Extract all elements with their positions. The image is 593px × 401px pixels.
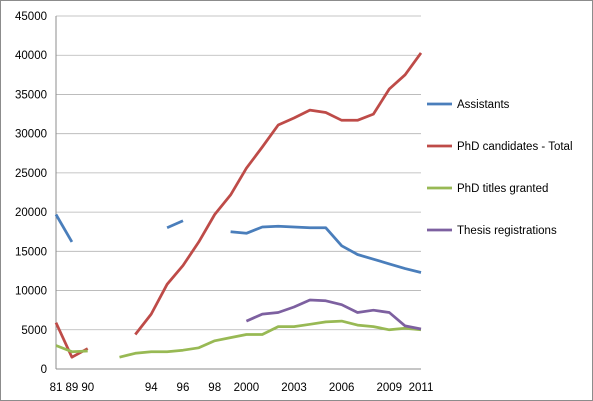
series-line-segment bbox=[166, 219, 184, 230]
series-assistants bbox=[54, 213, 422, 274]
x-tick-label: 2000 bbox=[234, 382, 260, 394]
series-line-segment bbox=[230, 224, 422, 274]
legend-label: PhD candidates - Total bbox=[457, 141, 573, 153]
series-line-segment bbox=[245, 298, 422, 331]
x-tick-label: 96 bbox=[177, 382, 190, 394]
y-tick-label: 5000 bbox=[21, 325, 47, 337]
legend: Assistants PhD candidates - Total PhD titl… bbox=[427, 99, 573, 237]
x-tick-label: 94 bbox=[145, 382, 158, 394]
x-tick-label: 98 bbox=[208, 382, 221, 394]
y-tick-label: 35000 bbox=[15, 89, 47, 101]
x-tick-label: 2006 bbox=[329, 382, 355, 394]
y-tick-label: 20000 bbox=[15, 207, 47, 219]
axes bbox=[55, 16, 421, 370]
series-lines bbox=[54, 52, 423, 359]
x-tick-label: 90 bbox=[81, 382, 94, 394]
gridlines bbox=[56, 15, 421, 331]
x-tick-label: 81 bbox=[50, 382, 63, 394]
x-tick-label: 89 bbox=[65, 382, 78, 394]
y-tick-label: 10000 bbox=[15, 286, 47, 298]
series-line-segment bbox=[134, 52, 423, 336]
legend-label: Thesis registrations bbox=[457, 225, 557, 237]
y-tick-label: 0 bbox=[41, 364, 47, 376]
x-tick-label: 2003 bbox=[281, 382, 307, 394]
series-phd-titles-granted bbox=[55, 319, 422, 359]
series-line-segment bbox=[54, 213, 74, 243]
y-tick-label: 25000 bbox=[15, 168, 47, 180]
y-tick-label: 40000 bbox=[15, 50, 47, 62]
legend-label: Assistants bbox=[457, 99, 510, 111]
y-tick-label: 45000 bbox=[15, 11, 47, 23]
legend-label: PhD titles granted bbox=[457, 183, 548, 195]
y-tick-label: 15000 bbox=[15, 246, 47, 258]
x-tick-label: 2011 bbox=[409, 382, 434, 394]
series-line-segment bbox=[119, 319, 422, 359]
x-tick-label: 2009 bbox=[376, 382, 402, 394]
y-tick-label: 30000 bbox=[15, 129, 47, 141]
series-line-segment bbox=[55, 344, 88, 354]
tick-labels: 0 5000 10000 15000 20000 25000 30000 35000 40000… bbox=[15, 11, 433, 394]
series-thesis-registrations bbox=[245, 298, 422, 331]
